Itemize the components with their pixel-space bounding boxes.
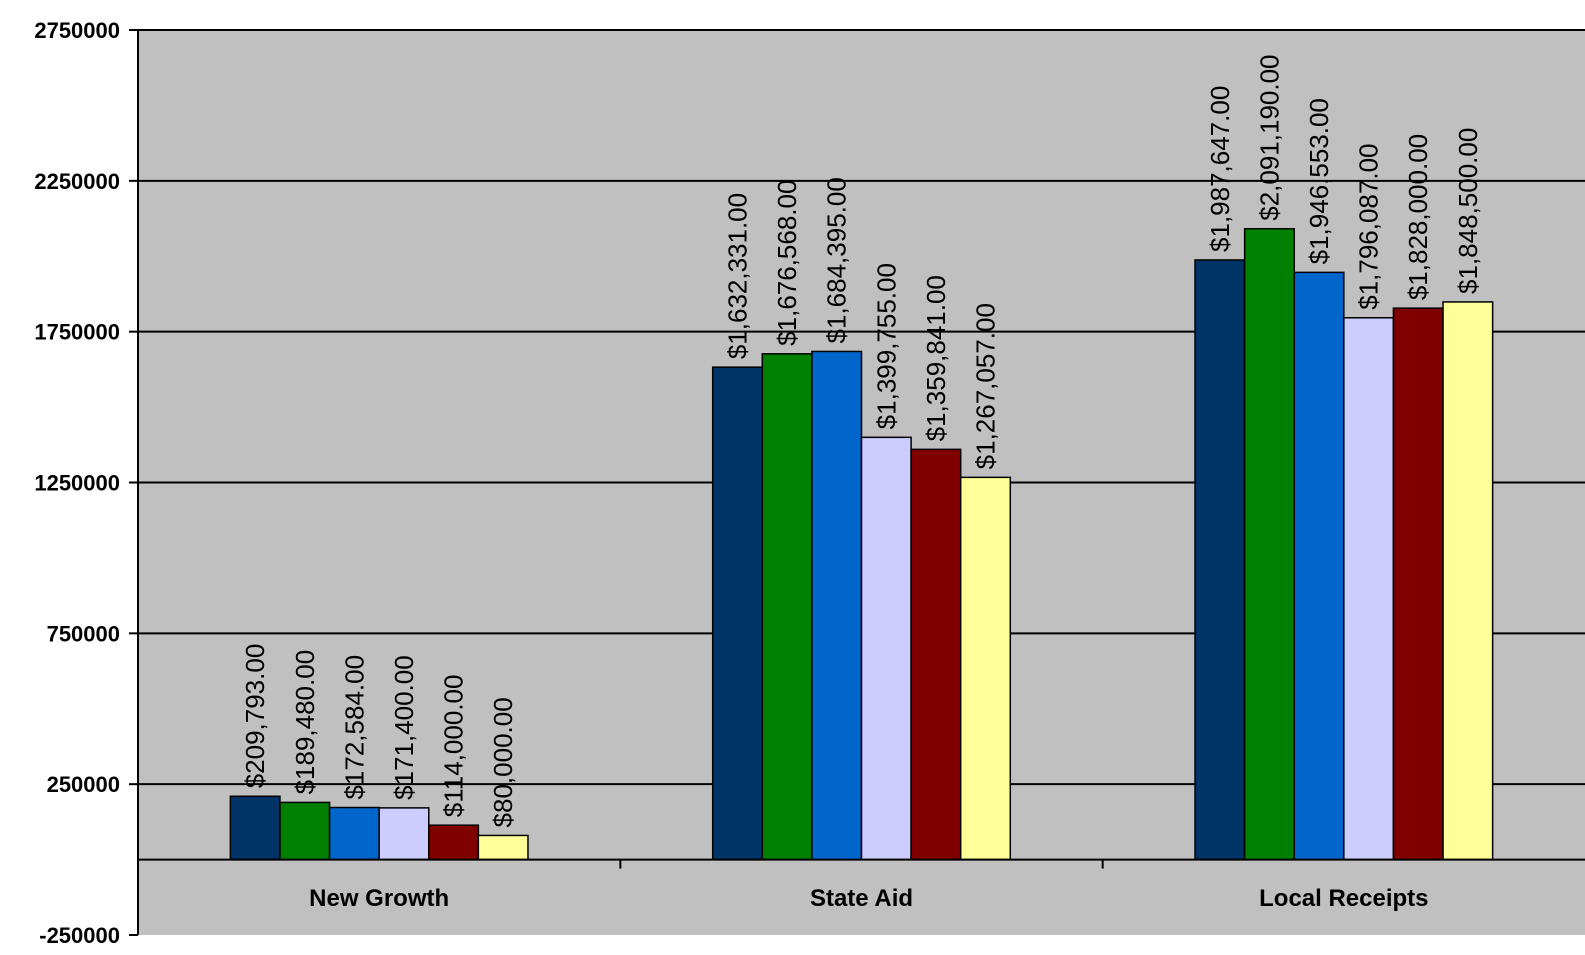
data-label: $1,828,000.00 — [1403, 134, 1433, 300]
bar — [811, 350, 863, 861]
data-label: $1,359,841.00 — [921, 275, 951, 441]
y-tick-label: 2750000 — [34, 18, 120, 43]
y-tick-label: 2250000 — [34, 169, 120, 194]
bar — [378, 807, 430, 861]
bar — [328, 806, 380, 861]
bar — [477, 834, 529, 861]
data-label: $1,676,568.00 — [772, 180, 802, 346]
data-label: $171,400.00 — [389, 655, 419, 800]
bar — [860, 436, 912, 861]
data-label: $114,000.00 — [439, 675, 469, 818]
data-label: $172,584.00 — [339, 655, 369, 800]
axes — [129, 29, 1585, 936]
x-category-label: State Aid — [810, 885, 913, 912]
bar — [711, 366, 764, 861]
bar — [428, 824, 480, 861]
bar — [1293, 271, 1345, 861]
y-axis-tick-labels: -250000 250000 750000 1250000 1750000 2250000… — [34, 18, 120, 948]
x-category-label: Local Receipts — [1259, 885, 1428, 912]
data-label: $1,848,500.00 — [1453, 128, 1483, 294]
bar — [229, 795, 281, 861]
data-label: $1,399,755.00 — [871, 263, 901, 429]
bar — [761, 353, 813, 861]
bar — [910, 448, 962, 861]
data-label: $209,793.00 — [240, 644, 270, 789]
data-label: $1,946,553.00 — [1304, 98, 1334, 264]
x-category-label: New Growth — [309, 885, 449, 912]
bar — [279, 801, 331, 861]
bars — [229, 227, 1494, 861]
data-label: $1,987,647.00 — [1205, 86, 1235, 252]
data-label: $1,796,087.00 — [1354, 143, 1384, 309]
bar — [1194, 259, 1246, 861]
x-axis-category-labels: New Growth State Aid Local Receipts — [309, 885, 1428, 912]
bar — [1343, 317, 1395, 861]
y-tick-label: 1250000 — [34, 471, 120, 496]
data-label: $1,684,395.00 — [822, 177, 852, 343]
bar — [1392, 307, 1444, 861]
data-labels: $209,793.00 $189,480.00 $172,584.00 $171,40… — [240, 54, 1483, 827]
data-label: $1,632,331.00 — [723, 193, 753, 359]
data-label: $1,267,057.00 — [971, 303, 1001, 469]
data-label: $80,000.00 — [488, 697, 518, 827]
y-tick-label: 750000 — [47, 621, 120, 646]
data-label: $2,091,190.00 — [1254, 54, 1284, 220]
bar — [1243, 227, 1295, 861]
y-tick-label: 1750000 — [34, 320, 120, 345]
data-label: $189,480.00 — [290, 650, 320, 795]
bar — [959, 476, 1012, 861]
y-tick-label: -250000 — [39, 923, 120, 948]
y-tick-label: 250000 — [47, 772, 120, 797]
bar — [1442, 301, 1494, 861]
